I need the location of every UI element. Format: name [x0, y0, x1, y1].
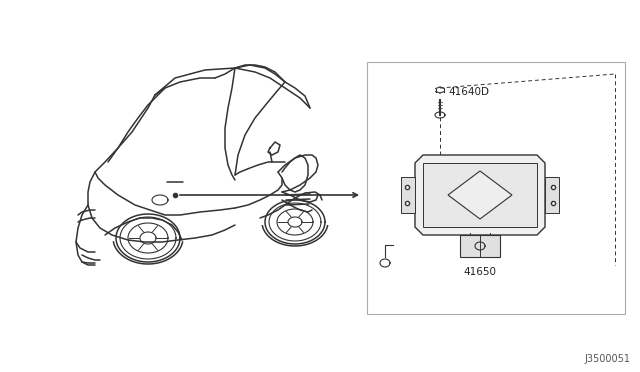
Polygon shape: [448, 171, 512, 219]
Polygon shape: [545, 177, 559, 213]
Text: 41640D: 41640D: [448, 87, 489, 97]
Polygon shape: [401, 177, 415, 213]
Text: J3500051: J3500051: [584, 354, 630, 364]
Polygon shape: [423, 163, 537, 227]
Polygon shape: [415, 155, 545, 235]
Bar: [367, 62, 625, 314]
Polygon shape: [460, 235, 500, 257]
Text: 41650: 41650: [463, 267, 497, 277]
